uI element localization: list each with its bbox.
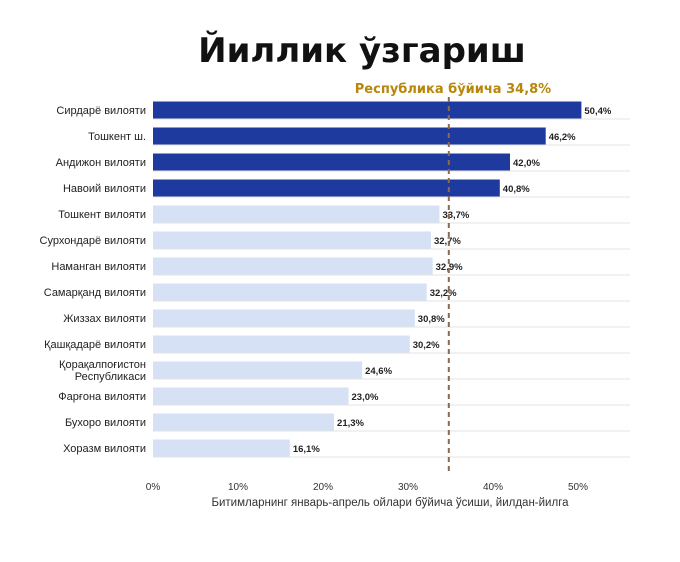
data-label: 32,2%	[430, 288, 457, 299]
data-label: 21,3%	[337, 418, 364, 429]
x-axis-ticks: 0% 10% 20% 30% 40% 50%	[146, 482, 588, 493]
data-label: 46,2%	[549, 132, 576, 143]
bars	[153, 101, 582, 457]
x-tick-label: 20%	[313, 482, 333, 493]
chart-title: Йиллик ўзгариш	[198, 30, 526, 71]
bar	[153, 179, 500, 197]
bar	[153, 231, 431, 249]
bar	[153, 361, 363, 379]
category-label: Хоразм вилояти	[63, 443, 146, 455]
category-label: Самарқанд вилояти	[44, 287, 146, 299]
data-label: 30,8%	[418, 314, 445, 325]
data-label: 42,0%	[513, 158, 540, 169]
category-label: Навоий вилояти	[63, 183, 146, 195]
x-axis-label: Битимларнинг январь-апрель ойлари бўйича…	[211, 497, 569, 509]
data-label: 33,7%	[442, 210, 469, 221]
category-label: Андижон вилояти	[56, 157, 146, 169]
bar	[153, 413, 335, 431]
data-label: 23,0%	[352, 392, 379, 403]
category-label: Жиззах вилояти	[63, 313, 146, 325]
bar	[153, 283, 427, 301]
data-label: 16,1%	[293, 444, 320, 455]
x-tick-label: 0%	[146, 482, 161, 493]
data-labels: 50,4% 46,2% 42,0% 40,8% 33,7% 32,7% 32,9% 32,2%…	[293, 106, 612, 455]
category-label: Бухоро вилояти	[65, 417, 146, 429]
bar	[153, 101, 582, 119]
bar	[153, 127, 546, 145]
category-label: Тошкент вилояти	[58, 209, 146, 221]
category-labels: Сирдарё вилояти Тошкент ш. Андижон вилояти…	[40, 105, 147, 455]
x-tick-label: 50%	[568, 482, 588, 493]
bar	[153, 335, 410, 353]
bar	[153, 257, 433, 275]
bar	[153, 387, 349, 405]
bar	[153, 205, 440, 223]
category-label: Сурхондарё вилояти	[40, 235, 147, 247]
gridlines	[153, 118, 630, 458]
category-label: Фарғона вилояти	[58, 391, 146, 403]
category-label: Наманган вилояти	[51, 261, 146, 273]
bar	[153, 439, 290, 457]
bar	[153, 309, 415, 327]
data-label: 40,8%	[503, 184, 530, 195]
bar	[153, 153, 510, 171]
category-label: Қорақалпоғистон Республикаси	[59, 359, 146, 383]
x-tick-label: 40%	[483, 482, 503, 493]
data-label: 32,7%	[434, 236, 461, 247]
data-label: 24,6%	[365, 366, 392, 377]
reference-label: Республика бўйича 34,8%	[355, 82, 551, 97]
x-tick-label: 30%	[398, 482, 418, 493]
data-label: 30,2%	[413, 340, 440, 351]
x-tick-label: 10%	[228, 482, 248, 493]
category-label: Қашқадарё вилояти	[44, 339, 146, 351]
data-label: 50,4%	[584, 106, 611, 117]
category-label: Сирдарё вилояти	[56, 105, 146, 117]
category-label: Тошкент ш.	[88, 131, 146, 143]
data-label: 32,9%	[436, 262, 463, 273]
